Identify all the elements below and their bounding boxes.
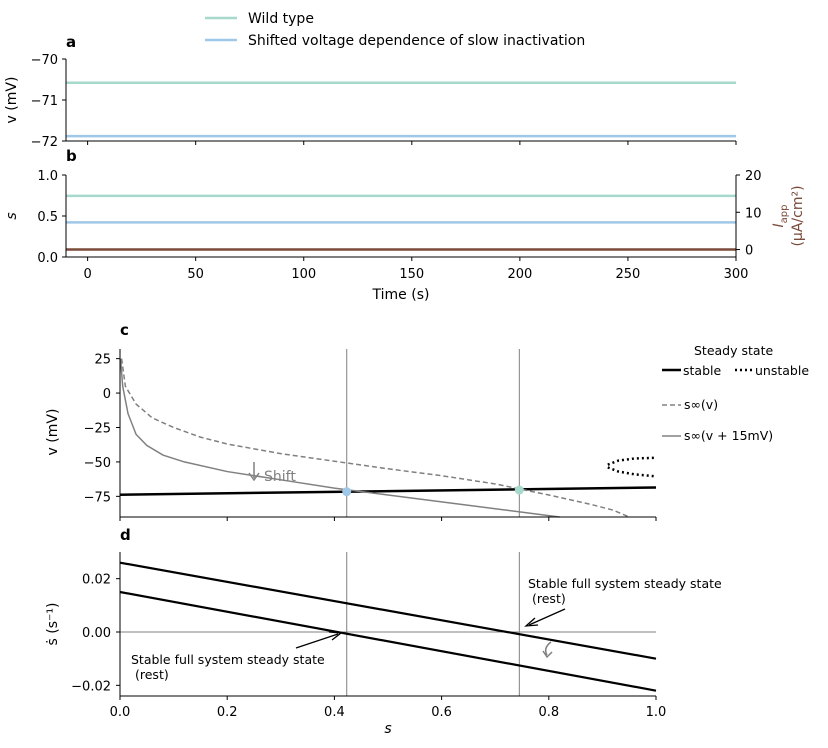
panel-c-ytick-label: −25 xyxy=(84,421,111,436)
panel-b-xtick-label: 200 xyxy=(507,267,532,282)
panel-c-series-dotted-1 xyxy=(607,456,657,466)
panel-d-xtick-label: 0.8 xyxy=(538,705,559,720)
panel-b-ytick-label: 1.0 xyxy=(37,169,58,184)
panel-d-series-0 xyxy=(119,561,657,660)
steady-state-annotation-left: Stable full system steady state (rest) xyxy=(131,631,343,682)
legend-c-sinf-label: s∞(v) xyxy=(684,397,718,412)
legend-c-title: Steady state xyxy=(694,343,773,358)
panel-d-xtick-label: 0.0 xyxy=(110,705,131,720)
panel-c-ytick-label: 25 xyxy=(94,353,111,368)
top-legend: Wild type Shifted voltage dependence of … xyxy=(205,11,585,49)
steady-right-line1: Stable full system steady state xyxy=(528,576,722,591)
panel-d-ytick-label: 0.02 xyxy=(82,573,111,588)
legend-shifted-label: Shifted voltage dependence of slow inact… xyxy=(248,33,585,49)
panel-b-right-ytick-label: 20 xyxy=(745,169,762,184)
panel-d-series-1 xyxy=(119,590,657,692)
panel-c-series-dashed-3 xyxy=(120,358,630,518)
shift-arrowhead xyxy=(248,472,260,482)
shift-annotation: Shift xyxy=(248,462,296,485)
panel-b-letter: b xyxy=(66,147,77,165)
steady-right-line2: (rest) xyxy=(532,591,566,606)
panel-c-series-dotted-2 xyxy=(607,466,657,478)
panel-c-y-axis-label: v (mV) xyxy=(45,409,61,456)
panel-a-ytick-label: −70 xyxy=(31,53,58,68)
steady-right-arrowhead xyxy=(524,617,539,627)
panel-b-xtick-label: 0 xyxy=(83,267,91,282)
panel-b-right-ytick-label: 10 xyxy=(745,206,762,221)
panel-b-xtick-label: 300 xyxy=(724,267,749,282)
panel-b-xtick-label: 100 xyxy=(291,267,316,282)
panel-d-ytick-label: −0.02 xyxy=(71,679,111,694)
panel-d-letter: d xyxy=(120,526,131,544)
panel-d-xtick-label: 0.6 xyxy=(431,705,452,720)
panel-d-ytick-label: 0.00 xyxy=(82,626,111,641)
steady-left-line1: Stable full system steady state xyxy=(131,652,325,667)
iapp-label-units: (μA/cm²) xyxy=(790,185,806,246)
panel-a: a −70 −71 −72 v (mV) xyxy=(4,33,737,150)
panel-c-ytick-label: −50 xyxy=(84,456,111,471)
panel-c-series-solid-4 xyxy=(119,358,560,518)
shift-label: Shift xyxy=(264,469,296,485)
steady-right-arrow xyxy=(528,608,566,626)
legend-c-unstable-label: unstable xyxy=(755,363,809,378)
panel-b: b 0.0 0.5 1.0 0 10 20 0 50 100 150 200 250 300 s I… xyxy=(4,147,806,303)
legend-c-stable-label: stable xyxy=(683,363,721,378)
panel-b-y-axis-label: s xyxy=(4,212,20,219)
panel-d-xtick-label: 0.4 xyxy=(324,705,345,720)
panel-b-xtick-label: 50 xyxy=(187,267,204,282)
panel-c: c 25 0 −25 −50 −75 v (mV) Shift Steady state… xyxy=(45,321,809,521)
panel-b-right-axis-label: Iapp (μA/cm²) xyxy=(771,185,806,246)
legend-wild-type-label: Wild type xyxy=(248,11,314,27)
panel-a-ytick-label: −72 xyxy=(31,135,58,150)
panel-b-ytick-label: 0.0 xyxy=(37,251,58,266)
panel-b-ytick-label: 0.5 xyxy=(37,210,58,225)
panel-d-y-axis-label: ṡ (s⁻¹) xyxy=(45,603,61,646)
panel-a-ytick-label: −71 xyxy=(31,94,58,109)
panel-d-x-axis-label: s xyxy=(384,721,391,737)
grey-curved-arrow-shaft xyxy=(544,641,552,656)
panel-d: d 0.02 0.00 −0.02 0.0 0.2 0.4 0.6 0.8 1.0 ṡ (s⁻… xyxy=(45,526,722,737)
steady-state-annotation-right: Stable full system steady state (rest) xyxy=(524,576,722,627)
panel-d-xtick-label: 0.2 xyxy=(217,705,238,720)
steady-left-line2: (rest) xyxy=(135,667,169,682)
panel-c-letter: c xyxy=(120,321,129,339)
panel-c-steady-point-0 xyxy=(342,487,352,497)
legend-c-sinf-shift-label: s∞(v + 15mV) xyxy=(684,428,773,443)
panel-c-series-solid-0 xyxy=(119,486,657,496)
panel-b-xtick-label: 150 xyxy=(399,267,424,282)
panel-c-ytick-label: 0 xyxy=(103,387,111,402)
panel-c-steady-point-1 xyxy=(514,485,524,495)
grey-curved-arrow xyxy=(542,641,553,659)
iapp-label-sub: app xyxy=(779,205,790,224)
svg-text:Iapp: Iapp xyxy=(771,205,790,228)
panel-a-letter: a xyxy=(66,33,76,51)
panel-a-y-axis-label: v (mV) xyxy=(4,77,20,124)
panel-b-right-ytick-label: 0 xyxy=(745,244,753,259)
steady-left-arrowhead xyxy=(328,631,343,641)
iapp-label-main: I xyxy=(771,223,787,227)
steady-left-arrow xyxy=(295,633,339,649)
panel-c-legend: Steady state stable unstable s∞(v) s∞(v … xyxy=(662,343,809,443)
panel-b-xtick-label: 250 xyxy=(616,267,641,282)
panel-c-ytick-label: −75 xyxy=(84,490,111,505)
panel-d-xtick-label: 1.0 xyxy=(646,705,667,720)
grey-curved-arrow-head xyxy=(542,650,553,659)
panel-b-x-axis-label: Time (s) xyxy=(372,287,430,303)
